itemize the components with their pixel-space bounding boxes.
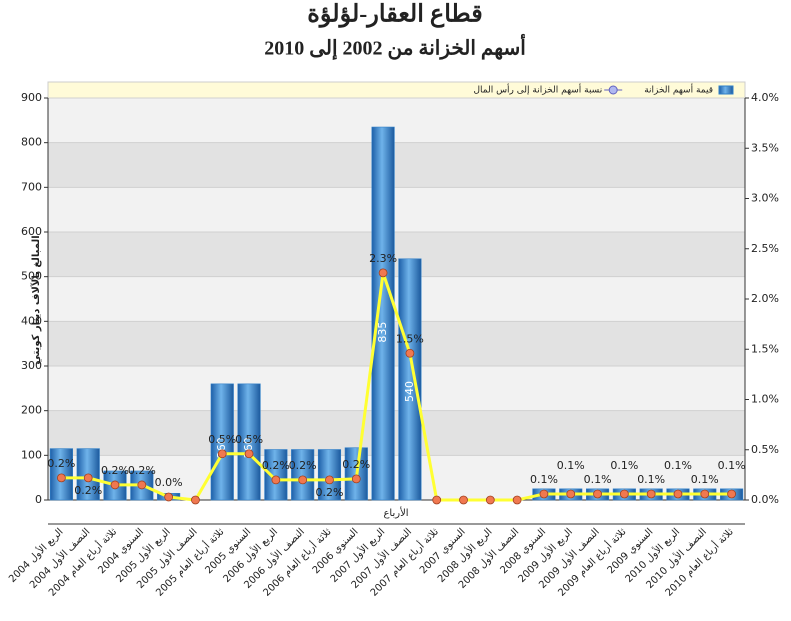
line-marker <box>673 489 683 499</box>
line-value-label: 0.2% <box>74 484 102 497</box>
line-marker <box>271 475 281 485</box>
line-marker <box>432 495 442 505</box>
y-tick-label: 700 <box>21 180 42 193</box>
line-marker <box>351 474 361 484</box>
line-value-label: 0.2% <box>342 458 370 471</box>
bar <box>264 449 288 501</box>
y-tick-label: 100 <box>21 448 42 461</box>
bar <box>371 126 395 501</box>
y-tick-label: 600 <box>21 225 42 238</box>
bar <box>210 383 234 501</box>
line-marker <box>378 268 388 278</box>
legend-swatch <box>718 85 734 95</box>
legend-label: قيمة أسهم الخزانة <box>644 84 713 96</box>
line-value-label: 0.1% <box>610 459 638 472</box>
x-axis-label: الأرباع <box>383 506 408 519</box>
line-value-label: 2.3% <box>369 252 397 265</box>
y-tick-label: 800 <box>21 136 42 149</box>
legend-label: نسبة أسهم الخزانة إلى رأس المال <box>473 84 602 96</box>
bar-value-label: 540 <box>403 381 416 402</box>
line-marker <box>485 495 495 505</box>
line-marker <box>593 489 602 499</box>
line-value-label: 0.0% <box>155 476 183 489</box>
y2-tick-label: 2.0% <box>751 292 779 305</box>
grid-band <box>48 321 745 366</box>
y-tick-label: 900 <box>21 91 42 104</box>
line-value-label: 0.1% <box>664 459 692 472</box>
line-value-label: 0.2% <box>128 464 156 477</box>
line-marker <box>164 492 174 502</box>
y2-tick-label: 0.0% <box>751 493 779 506</box>
line-marker <box>110 480 120 490</box>
y-tick-label: 200 <box>21 404 42 417</box>
y-tick-label: 500 <box>21 270 42 283</box>
line-value-label: 0.1% <box>530 473 558 486</box>
line-marker <box>191 495 200 505</box>
line-marker <box>83 473 93 483</box>
line-value-label: 0.1% <box>691 473 719 486</box>
y2-tick-label: 1.0% <box>751 393 779 406</box>
legend-swatch <box>608 85 618 95</box>
line-marker <box>244 449 254 459</box>
bar <box>398 258 422 501</box>
y-axis-label: المبالغ بالآلاف دينار كويتي <box>30 235 42 364</box>
line <box>61 272 732 502</box>
line-marker <box>619 489 629 499</box>
line-value-label: 0.5% <box>235 433 263 446</box>
line-marker <box>566 489 576 499</box>
line-marker <box>512 495 522 505</box>
chart-subtitle: أسهم الخزانة من 2002 إلى 2010 <box>264 34 526 61</box>
y2-tick-label: 3.5% <box>751 141 779 154</box>
line-value-label: 0.2% <box>101 464 129 477</box>
line-marker <box>727 489 736 499</box>
line-value-label: 0.2% <box>262 459 290 472</box>
line-value-label: 0.1% <box>718 459 746 472</box>
line-marker <box>137 480 147 490</box>
y2-tick-label: 0.5% <box>751 443 779 456</box>
line-marker <box>217 449 227 459</box>
grid-band <box>48 410 745 456</box>
bar-value-label: 835 <box>376 322 389 343</box>
bar <box>237 383 261 501</box>
grid-band <box>48 232 745 277</box>
line-value-label: 0.2% <box>316 486 344 499</box>
line-marker <box>405 348 415 358</box>
line-marker <box>298 475 308 485</box>
line-marker <box>57 473 66 483</box>
chart-title: قطاع العقار-لؤلؤة <box>307 2 482 29</box>
line-marker <box>646 489 656 499</box>
line-marker <box>459 495 468 505</box>
y-tick-label: 300 <box>21 359 42 372</box>
line-marker <box>700 489 710 499</box>
line-marker <box>325 475 334 485</box>
line-value-label: 0.2% <box>47 457 75 470</box>
y2-tick-label: 4.0% <box>751 91 779 104</box>
y2-tick-label: 1.5% <box>751 342 779 355</box>
bar <box>291 449 315 501</box>
line-value-label: 0.1% <box>637 473 665 486</box>
line-value-label: 0.5% <box>208 433 236 446</box>
y2-tick-label: 2.5% <box>751 242 779 255</box>
y-tick-label: 0 <box>35 493 42 506</box>
y2-tick-label: 3.0% <box>751 192 779 205</box>
grid-band <box>48 142 745 188</box>
line-marker <box>539 489 549 499</box>
y-tick-label: 400 <box>21 314 42 327</box>
line-value-label: 0.2% <box>289 459 317 472</box>
line-value-label: 1.5% <box>396 332 424 345</box>
line-value-label: 0.1% <box>584 473 612 486</box>
line-value-label: 0.1% <box>557 459 585 472</box>
bar <box>317 449 342 501</box>
legend-box <box>47 81 746 99</box>
